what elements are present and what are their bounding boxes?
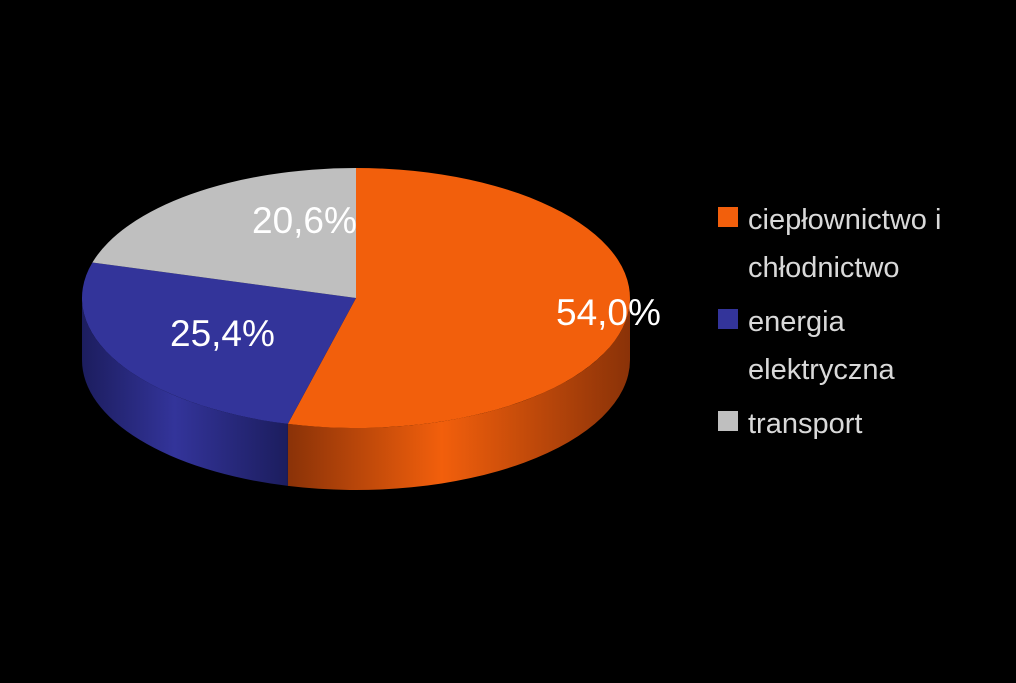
legend-swatch-heating-cooling — [718, 207, 738, 227]
data-label-transport: 20,6% — [252, 200, 357, 241]
pie-side-walls — [82, 298, 631, 491]
legend-item-electricity: energia elektryczna — [718, 298, 1008, 394]
pie-slice-transport — [92, 168, 357, 298]
pie-slice-electricity — [81, 262, 356, 424]
legend-label-heating-cooling: ciepłownictwo i chłodnictwo — [748, 204, 942, 284]
pie-side-heating-cooling — [287, 298, 631, 491]
data-label-electricity: 25,4% — [170, 313, 275, 354]
chart-legend: ciepłownictwo i chłodnictwo energia elektr… — [718, 196, 1008, 454]
pie-slice-heating-cooling — [287, 168, 630, 429]
pie-top-faces — [81, 168, 630, 429]
data-label-heating-cooling: 54,0% — [556, 292, 661, 333]
legend-item-heating-cooling: ciepłownictwo i chłodnictwo — [718, 196, 1008, 292]
legend-item-transport: transport — [718, 400, 1008, 448]
legend-swatch-electricity — [718, 309, 738, 329]
legend-label-transport: transport — [748, 408, 863, 440]
pie-side-electricity — [82, 298, 288, 486]
pie-data-labels: 54,0% 25,4% 20,6% — [170, 200, 661, 354]
legend-label-electricity: energia elektryczna — [748, 306, 895, 386]
legend-swatch-transport — [718, 411, 738, 431]
